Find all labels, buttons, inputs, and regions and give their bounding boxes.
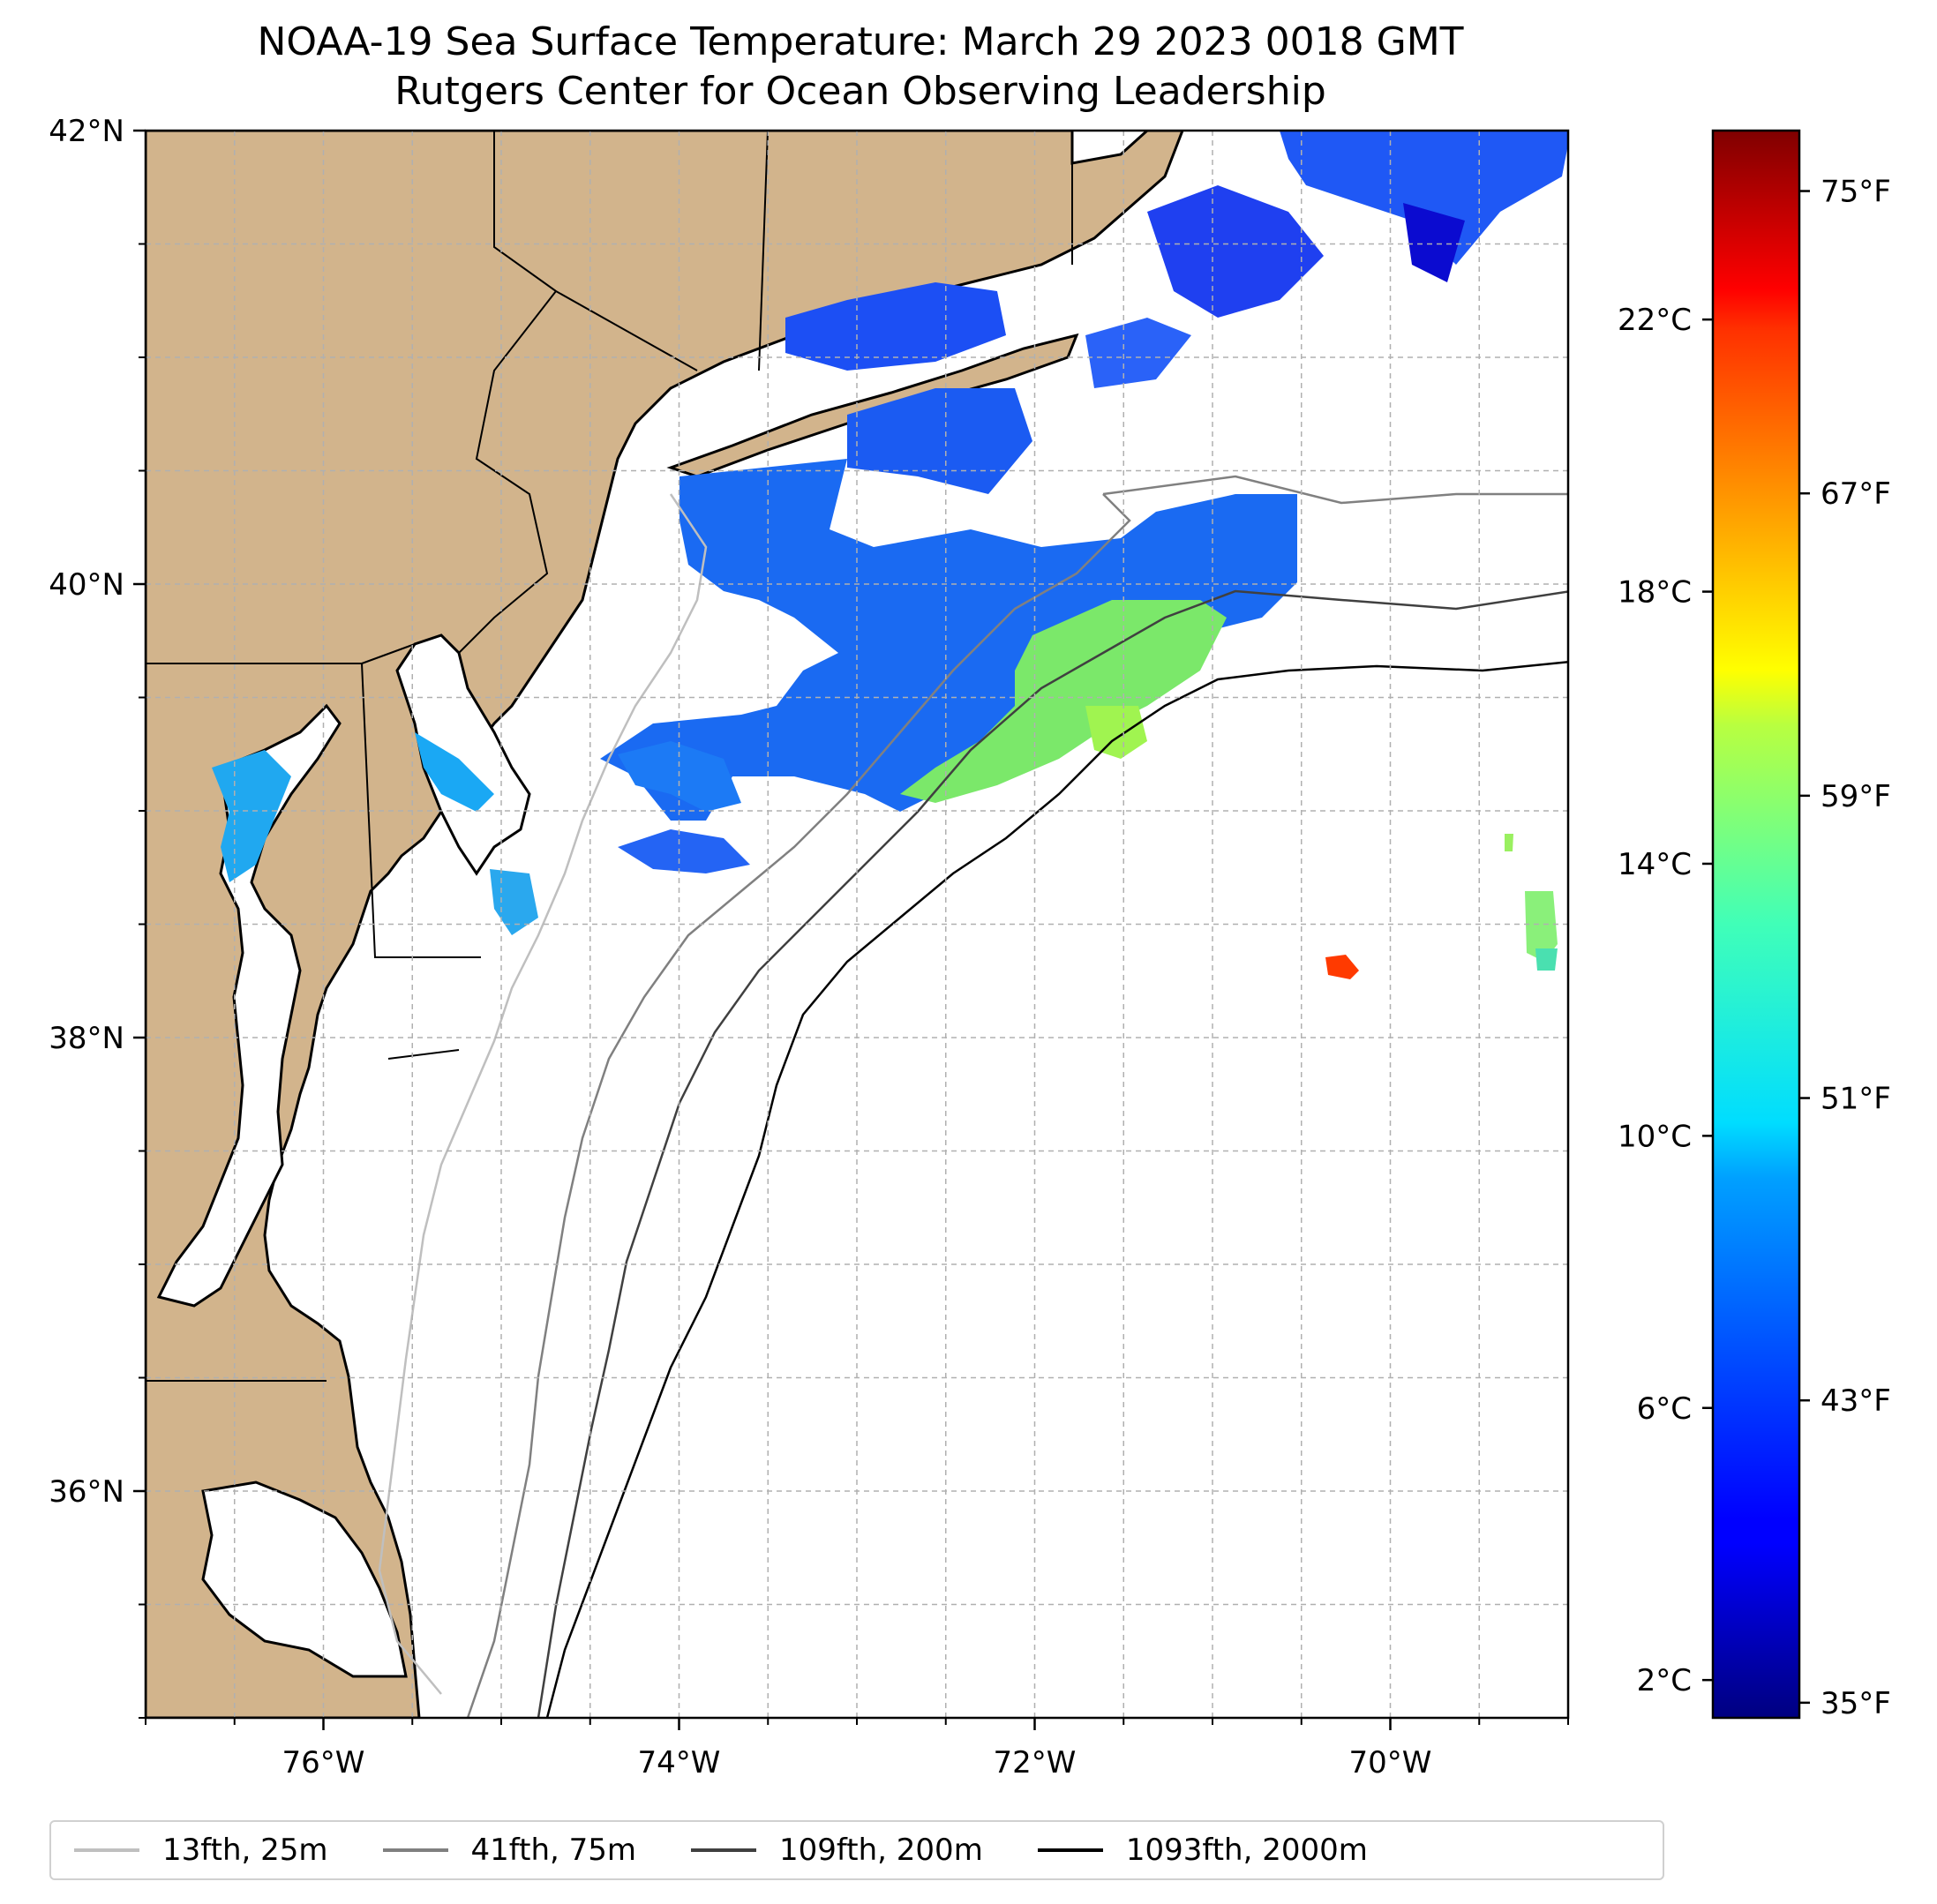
celsius-tick-label: 22°C [1618, 303, 1692, 338]
legend-label: 1093fth, 2000m [1125, 1833, 1368, 1868]
legend-swatch [382, 1848, 448, 1852]
fahrenheit-tick-label: 35°F [1821, 1686, 1891, 1721]
map-area [146, 131, 1568, 1718]
legend-item-25m: 13fth, 25m [74, 1833, 328, 1868]
lat-tick-label: 42°N [49, 114, 124, 149]
fahrenheit-tick-label: 59°F [1821, 779, 1891, 814]
depth-legend: 13fth, 25m 41fth, 75m 109fth, 200m 1093f… [49, 1820, 1664, 1880]
lon-tick-label: 70°W [1349, 1745, 1432, 1780]
fahrenheit-tick-label: 75°F [1821, 175, 1891, 210]
axis-labels: 76°W 74°W 72°W 70°W 42°N 40°N 38°N 36°N [49, 114, 1431, 1780]
fahrenheit-tick-label: 51°F [1821, 1082, 1891, 1117]
celsius-tick-label: 10°C [1618, 1119, 1692, 1154]
legend-swatch [74, 1848, 139, 1852]
celsius-tick-label: 14°C [1618, 847, 1692, 882]
axis-ticks [133, 129, 1569, 1730]
legend-label: 13fth, 25m [162, 1833, 328, 1868]
lon-tick-label: 76°W [282, 1745, 365, 1780]
fahrenheit-tick-label: 67°F [1821, 476, 1891, 512]
delaware-bay [395, 633, 531, 876]
legend-item-75m: 41fth, 75m [382, 1833, 637, 1868]
state-borders [146, 131, 1073, 1382]
lat-tick-label: 40°N [49, 567, 124, 603]
lat-tick-label: 38°N [49, 1021, 124, 1056]
colorbar [1711, 129, 1801, 1720]
legend-label: 41fth, 75m [470, 1833, 637, 1868]
colorbar-ticks: 35°F 43°F 51°F 59°F 67°F 75°F 2°C 6°C 10°C 14°C 18… [1618, 175, 1891, 1721]
long-island [666, 333, 1079, 478]
legend-swatch [1037, 1848, 1103, 1852]
legend-label: 109fth, 200m [779, 1833, 983, 1868]
legend-item-200m: 109fth, 200m [691, 1833, 983, 1868]
celsius-tick-label: 18°C [1618, 575, 1692, 611]
celsius-tick-label: 2°C [1637, 1663, 1692, 1698]
map-subtitle: Rutgers Center for Ocean Observing Leade… [394, 69, 1326, 114]
lat-tick-label: 36°N [49, 1474, 124, 1510]
lon-tick-label: 72°W [994, 1745, 1077, 1780]
land [146, 131, 1184, 1718]
legend-swatch [691, 1848, 757, 1852]
chesapeake-bay [156, 703, 342, 1308]
fahrenheit-tick-label: 43°F [1821, 1383, 1891, 1419]
legend-item-2000m: 1093fth, 2000m [1037, 1833, 1368, 1868]
celsius-tick-label: 6°C [1637, 1391, 1692, 1427]
isobaths [378, 475, 1568, 1718]
lon-tick-label: 74°W [638, 1745, 721, 1780]
pamlico-sound [201, 1480, 408, 1678]
map-title: NOAA-19 Sea Surface Temperature: March 2… [257, 19, 1464, 64]
